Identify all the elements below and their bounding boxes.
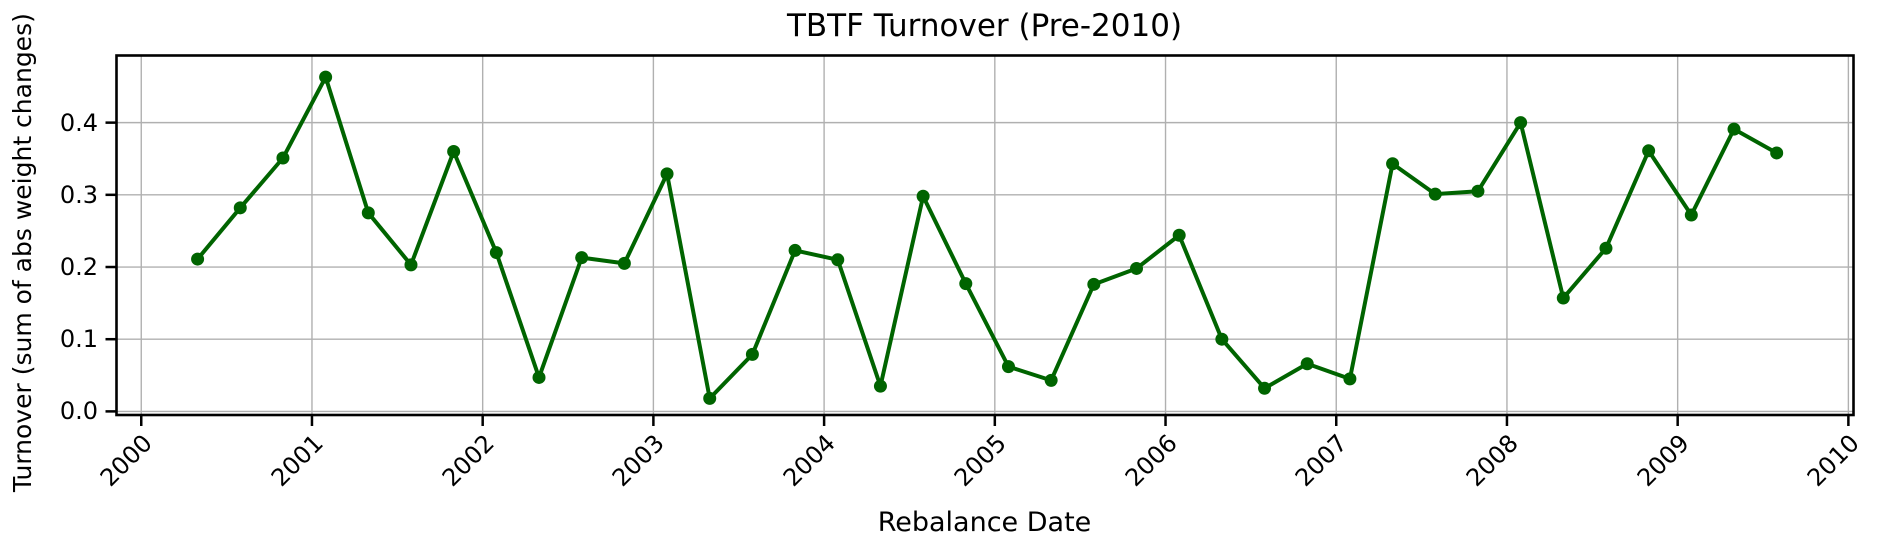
data-point-marker [1258,381,1272,395]
data-series-line [195,75,1779,401]
data-point-marker [831,253,845,267]
data-point-marker [1514,116,1528,130]
data-point-marker [361,206,375,220]
y-tick-label: 0.3 [59,180,98,209]
data-point-marker [1386,157,1400,171]
plot-frame [115,54,1855,417]
data-point-marker [788,243,802,257]
data-point-marker [916,189,930,203]
y-tick-label: 0.1 [59,325,98,354]
data-point-marker [1300,357,1314,371]
data-point-marker [1215,332,1229,346]
chart-title: TBTF Turnover (Pre-2010) [786,8,1183,44]
data-point-marker [575,251,589,265]
data-point-marker [745,347,759,361]
data-point-marker [1428,187,1442,201]
data-point-marker [1087,277,1101,291]
data-point-marker [489,246,503,260]
data-point-marker [447,145,461,159]
data-point-marker [319,70,333,84]
data-point-marker [233,201,247,215]
data-point-marker [191,252,205,266]
data-point-marker [1642,144,1656,158]
data-point-marker [1172,228,1186,242]
data-point-marker [660,167,674,181]
y-tick-label: 0.0 [59,397,98,426]
data-point-marker [1599,241,1613,255]
data-point-marker [1343,372,1357,386]
data-point-marker [1471,184,1485,198]
data-point-marker [959,277,973,291]
data-point-marker [532,370,546,384]
data-point-marker [1044,373,1058,387]
data-point-marker [1556,291,1570,305]
data-point-marker [276,151,290,165]
data-point-marker [873,379,887,393]
y-tick-label: 0.2 [59,253,98,281]
data-point-marker [1770,146,1784,160]
data-point-marker [703,391,717,405]
data-point-marker [1684,208,1698,222]
data-point-marker [404,258,418,272]
data-point-marker [1130,261,1144,275]
y-tick-label: 0.4 [59,108,98,137]
x-axis-label: Rebalance Date [877,507,1092,538]
data-point-marker [1001,360,1015,374]
data-point-marker [1727,122,1741,136]
data-point-marker [617,256,631,270]
